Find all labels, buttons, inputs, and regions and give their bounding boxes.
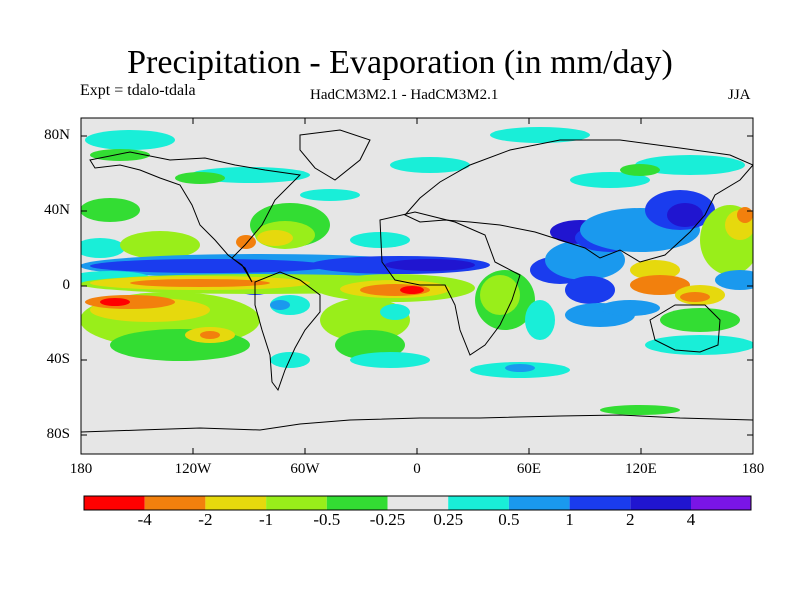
- field-blob: [175, 172, 225, 184]
- colorbar-swatch: [630, 496, 691, 510]
- colorbar-label: 4: [661, 510, 721, 530]
- field-blob: [385, 259, 475, 271]
- field-blob: [737, 207, 753, 223]
- lon-label: 180: [51, 461, 111, 478]
- lon-label: 60E: [499, 461, 559, 478]
- colorbar-label: 0.5: [479, 510, 539, 530]
- colorbar-label: 0.25: [418, 510, 478, 530]
- colorbar-label: 2: [600, 510, 660, 530]
- field-blob: [715, 270, 765, 290]
- field-blob: [525, 300, 555, 340]
- field-blob: [600, 405, 680, 415]
- colorbar-label: -2: [175, 510, 235, 530]
- lon-label: 180: [723, 461, 783, 478]
- colorbar-label: -0.5: [297, 510, 357, 530]
- field-blob: [390, 157, 470, 173]
- field-blob: [400, 286, 424, 294]
- field-blob: [75, 238, 125, 258]
- lat-label: 40S: [0, 351, 70, 368]
- colorbar-swatch: [509, 496, 570, 510]
- colorbar-swatch: [691, 496, 751, 510]
- colorbar-swatch: [448, 496, 509, 510]
- colorbar-swatch: [570, 496, 631, 510]
- lon-label: 120W: [163, 461, 223, 478]
- field-blob: [257, 230, 293, 246]
- field-blob: [90, 259, 330, 273]
- field-blob: [200, 331, 220, 339]
- colorbar-label: 1: [540, 510, 600, 530]
- field-blob: [600, 300, 660, 316]
- field-blob: [350, 352, 430, 368]
- field-blob: [90, 149, 150, 161]
- colorbar-label: -0.25: [358, 510, 418, 530]
- colorbar-label: -4: [115, 510, 175, 530]
- colorbar-swatch: [84, 496, 145, 510]
- field-blob: [100, 298, 130, 306]
- lon-label: 0: [387, 461, 447, 478]
- field-blob: [565, 276, 615, 304]
- field-blob: [490, 127, 590, 143]
- field-blob: [300, 189, 360, 201]
- lat-label: 80S: [0, 426, 70, 443]
- lat-label: 40N: [0, 202, 70, 219]
- field-blob: [350, 232, 410, 248]
- lat-label: 80N: [0, 127, 70, 144]
- lon-label: 60W: [275, 461, 335, 478]
- field-blob: [80, 198, 140, 222]
- colorbar-swatch: [145, 496, 206, 510]
- lon-label: 120E: [611, 461, 671, 478]
- field-blob: [236, 235, 256, 249]
- field-blob: [660, 308, 740, 332]
- colorbar-swatch: [266, 496, 327, 510]
- field-blob: [620, 164, 660, 176]
- lat-label: 0: [0, 277, 70, 294]
- field-blob: [680, 292, 710, 302]
- field-blob: [85, 130, 175, 150]
- colorbar-swatch: [327, 496, 388, 510]
- colorbar-swatch: [388, 496, 449, 510]
- field-blob: [270, 300, 290, 310]
- colorbar-label: -1: [236, 510, 296, 530]
- colorbar: [84, 496, 751, 510]
- field-blob: [130, 279, 270, 287]
- colorbar-swatch: [205, 496, 266, 510]
- field-blob: [380, 304, 410, 320]
- field-blob: [120, 231, 200, 259]
- field-blob: [505, 364, 535, 372]
